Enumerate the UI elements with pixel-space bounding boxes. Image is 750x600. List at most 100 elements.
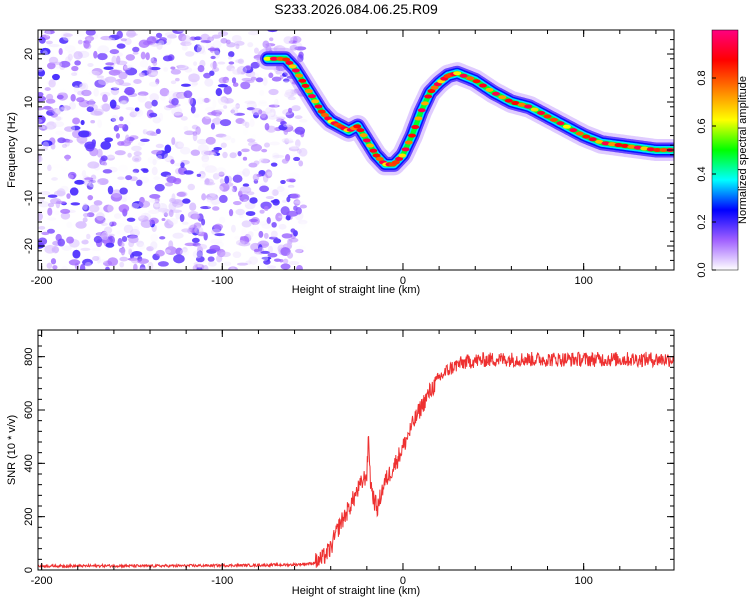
noise-cell	[152, 43, 162, 47]
noise-cell	[155, 78, 160, 85]
noise-cell	[269, 141, 280, 146]
ridge-peak	[466, 76, 475, 81]
ridge-peak	[588, 137, 597, 142]
snr-x-axis: -200 -100 0 100	[31, 330, 657, 587]
noise-cell	[162, 47, 167, 52]
noise-cell	[94, 79, 106, 88]
noise-cell	[232, 69, 242, 75]
noise-cell	[38, 153, 42, 163]
noise-cell	[120, 246, 126, 256]
noise-cell	[118, 95, 129, 105]
noise-cell	[237, 58, 245, 65]
noise-cell	[245, 211, 256, 217]
noise-cell	[153, 201, 161, 210]
noise-cell	[57, 238, 66, 247]
noise-cell	[197, 41, 208, 48]
noise-cell	[55, 178, 65, 187]
noise-cell	[38, 119, 43, 123]
noise-cell	[285, 136, 293, 143]
noise-cell	[66, 193, 71, 199]
noise-cell	[147, 156, 159, 164]
noise-cell	[117, 141, 125, 146]
noise-cell	[267, 30, 278, 33]
noise-cell	[185, 51, 195, 57]
snr-series-line	[38, 351, 674, 569]
noise-cell	[295, 245, 307, 250]
noise-cell	[299, 118, 308, 123]
noise-cell	[86, 106, 94, 113]
noise-cell	[87, 194, 94, 201]
noise-cell	[116, 43, 126, 49]
noise-cell	[192, 213, 200, 220]
noise-cell	[103, 66, 114, 71]
x-tick-label: 100	[574, 575, 592, 587]
noise-cell	[105, 62, 115, 66]
noise-cell	[213, 185, 224, 192]
noise-cell	[298, 160, 304, 167]
noise-cell	[82, 217, 88, 223]
noise-cell	[112, 80, 120, 90]
noise-cell	[92, 256, 100, 262]
noise-cell	[121, 197, 128, 202]
noise-cell	[102, 94, 108, 103]
noise-cell	[279, 188, 289, 196]
noise-cell	[70, 125, 81, 131]
noise-cell	[79, 264, 86, 270]
noise-cell	[152, 60, 158, 67]
noise-cell	[132, 51, 139, 55]
noise-cell	[85, 30, 96, 36]
noise-cell	[90, 110, 103, 116]
y-tick-label: 400	[23, 454, 35, 472]
noise-cell	[244, 121, 250, 129]
noise-cell	[183, 170, 194, 175]
ridge-peak	[595, 139, 604, 144]
noise-cell	[70, 202, 81, 206]
noise-cell	[150, 233, 159, 243]
noise-cell	[79, 82, 89, 92]
noise-cell	[230, 267, 236, 270]
noise-cell	[71, 72, 78, 77]
noise-cell	[45, 30, 51, 37]
noise-cell	[269, 188, 274, 197]
noise-cell	[231, 185, 238, 193]
colorbar-frame	[711, 29, 739, 271]
noise-cell	[83, 40, 90, 49]
noise-cell	[118, 71, 128, 80]
noise-cell	[128, 240, 135, 248]
noise-cell	[125, 175, 133, 181]
noise-cell	[123, 89, 134, 94]
spectrogram-x-axis-title: Height of straight line (km)	[292, 284, 420, 296]
noise-cell	[259, 185, 270, 193]
noise-cell	[111, 189, 122, 198]
noise-cell	[183, 90, 193, 99]
noise-cell	[266, 216, 271, 225]
noise-cell	[100, 222, 108, 226]
noise-cell	[153, 176, 161, 181]
noise-cell	[242, 156, 248, 161]
noise-cell	[187, 221, 195, 228]
ridge-peak	[317, 109, 326, 114]
noise-cell	[60, 212, 71, 220]
noise-cell	[138, 72, 146, 77]
noise-cell	[207, 261, 217, 267]
noise-cell	[259, 89, 265, 97]
noise-cell	[207, 47, 220, 52]
noise-cell	[232, 200, 242, 206]
ridge-peak	[417, 108, 426, 113]
noise-cell	[149, 42, 160, 47]
noise-cell	[104, 76, 117, 83]
noise-cell	[162, 55, 173, 62]
noise-cell	[119, 261, 125, 268]
noise-cell	[128, 248, 133, 256]
noise-cell	[262, 77, 268, 86]
noise-cell	[140, 138, 150, 142]
noise-cell	[280, 120, 287, 126]
noise-cell	[80, 247, 91, 252]
noise-cell	[138, 200, 151, 208]
noise-cell	[129, 111, 138, 118]
noise-cell	[268, 104, 280, 108]
noise-cell	[151, 99, 158, 107]
noise-cell	[214, 233, 225, 237]
noise-cell	[218, 216, 226, 224]
